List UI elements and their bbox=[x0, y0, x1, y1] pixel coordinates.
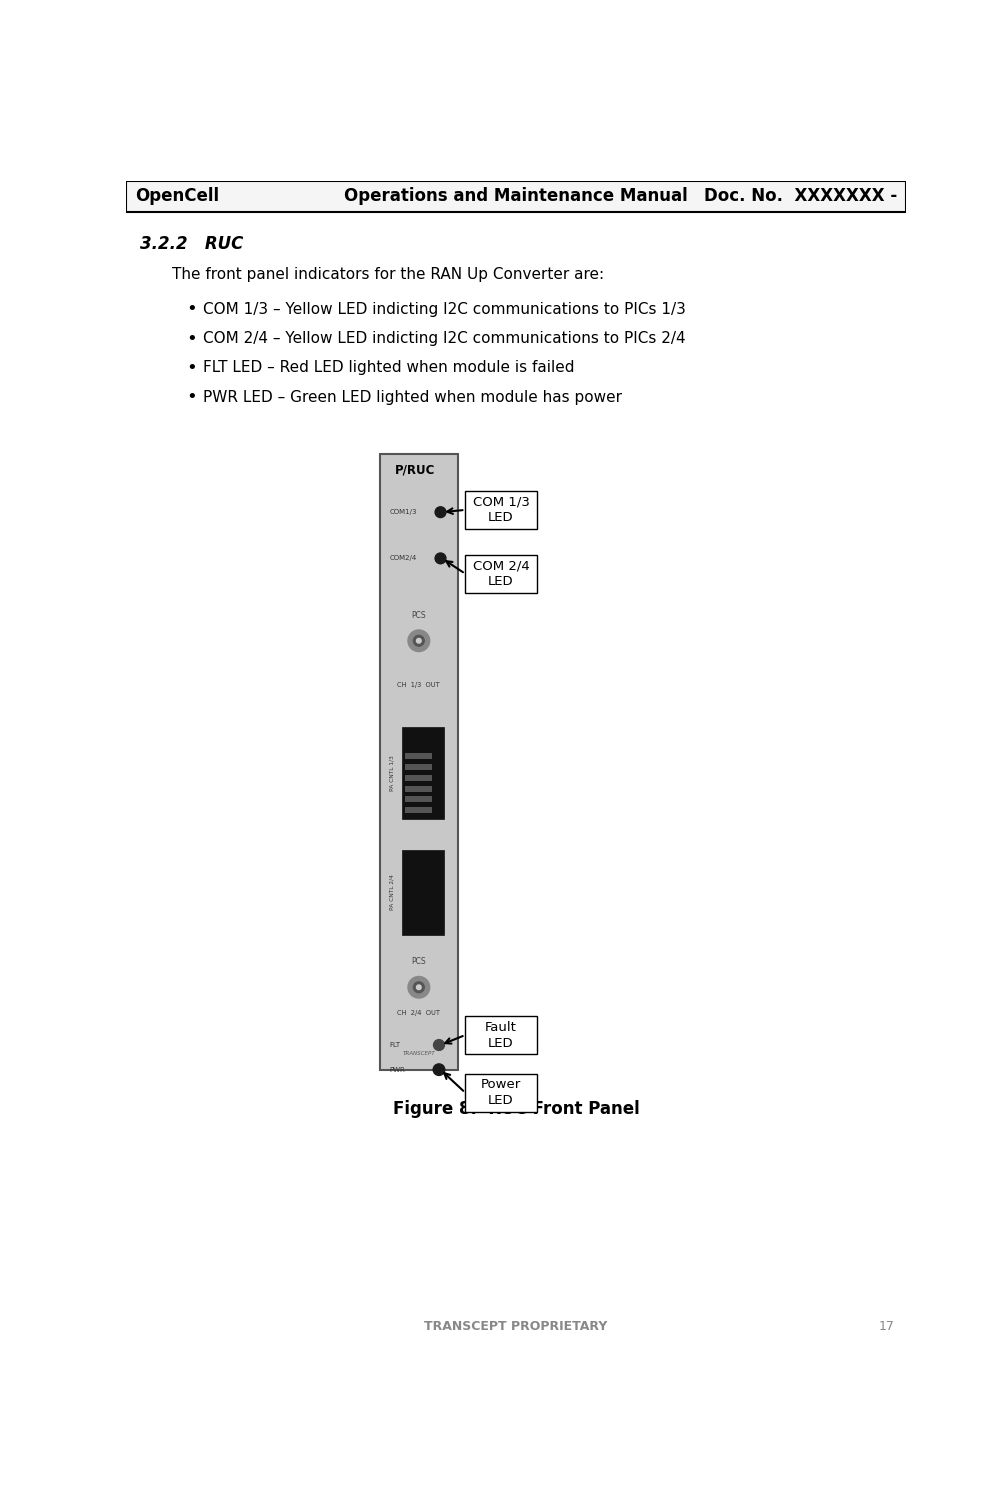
Text: TRANSCEPT PROPRIETARY: TRANSCEPT PROPRIETARY bbox=[424, 1319, 608, 1332]
Bar bbox=[380, 454, 457, 1070]
Circle shape bbox=[414, 982, 424, 993]
Circle shape bbox=[435, 552, 446, 564]
Text: The front panel indicators for the RAN Up Converter are:: The front panel indicators for the RAN U… bbox=[172, 267, 604, 282]
Circle shape bbox=[435, 507, 446, 518]
Text: CH  2/4  OUT: CH 2/4 OUT bbox=[398, 1011, 440, 1017]
Text: 3.2.2   RUC: 3.2.2 RUC bbox=[140, 235, 244, 254]
Text: FLT LED – Red LED lighted when module is failed: FLT LED – Red LED lighted when module is… bbox=[203, 361, 575, 376]
Text: 17: 17 bbox=[879, 1319, 894, 1332]
Bar bbox=[405, 786, 432, 792]
Text: •: • bbox=[186, 359, 197, 377]
Text: Doc. No.  XXXXXXX -: Doc. No. XXXXXXX - bbox=[704, 187, 897, 205]
Circle shape bbox=[408, 629, 430, 652]
Text: Fault
LED: Fault LED bbox=[485, 1020, 517, 1050]
Bar bbox=[465, 554, 537, 593]
Text: COM 2/4 – Yellow LED indicting I2C communications to PICs 2/4: COM 2/4 – Yellow LED indicting I2C commu… bbox=[203, 332, 686, 346]
Bar bbox=[126, 181, 906, 211]
Bar bbox=[405, 797, 432, 803]
Text: COM 1/3
LED: COM 1/3 LED bbox=[472, 495, 530, 524]
Bar bbox=[465, 1016, 537, 1055]
Text: COM 1/3 – Yellow LED indicting I2C communications to PICs 1/3: COM 1/3 – Yellow LED indicting I2C commu… bbox=[203, 302, 686, 317]
Circle shape bbox=[434, 1040, 444, 1050]
Text: PA CNTL 2/4: PA CNTL 2/4 bbox=[390, 875, 395, 910]
Circle shape bbox=[408, 976, 430, 997]
Bar bbox=[402, 727, 444, 819]
Text: OpenCell: OpenCell bbox=[135, 187, 220, 205]
Text: •: • bbox=[186, 300, 197, 318]
Text: •: • bbox=[186, 329, 197, 347]
Bar bbox=[405, 764, 432, 770]
Text: PCS: PCS bbox=[412, 611, 426, 620]
Circle shape bbox=[414, 635, 424, 646]
Text: Figure 8.  RUC Front Panel: Figure 8. RUC Front Panel bbox=[393, 1100, 639, 1118]
Bar bbox=[405, 807, 432, 813]
Text: FLT: FLT bbox=[390, 1043, 401, 1049]
Circle shape bbox=[417, 985, 421, 990]
Text: •: • bbox=[186, 388, 197, 406]
Circle shape bbox=[433, 1064, 445, 1076]
Text: COM 2/4
LED: COM 2/4 LED bbox=[472, 560, 530, 589]
Text: PA CNTL 1/3: PA CNTL 1/3 bbox=[390, 756, 395, 791]
Text: PWR: PWR bbox=[390, 1067, 405, 1073]
Text: PCS: PCS bbox=[412, 957, 426, 966]
Text: COM2/4: COM2/4 bbox=[390, 555, 417, 561]
Bar bbox=[405, 753, 432, 759]
Text: Power
LED: Power LED bbox=[481, 1079, 521, 1108]
Text: CH  1/3  OUT: CH 1/3 OUT bbox=[398, 682, 440, 688]
Bar bbox=[465, 490, 537, 530]
Bar bbox=[465, 1073, 537, 1112]
Text: Operations and Maintenance Manual: Operations and Maintenance Manual bbox=[344, 187, 688, 205]
Text: TRANSCEPT: TRANSCEPT bbox=[403, 1050, 435, 1056]
Bar bbox=[402, 850, 444, 936]
Text: P/RUC: P/RUC bbox=[395, 463, 435, 477]
Text: COM1/3: COM1/3 bbox=[390, 509, 417, 515]
Circle shape bbox=[417, 638, 421, 643]
Bar bbox=[405, 774, 432, 782]
Text: PWR LED – Green LED lighted when module has power: PWR LED – Green LED lighted when module … bbox=[203, 389, 622, 404]
